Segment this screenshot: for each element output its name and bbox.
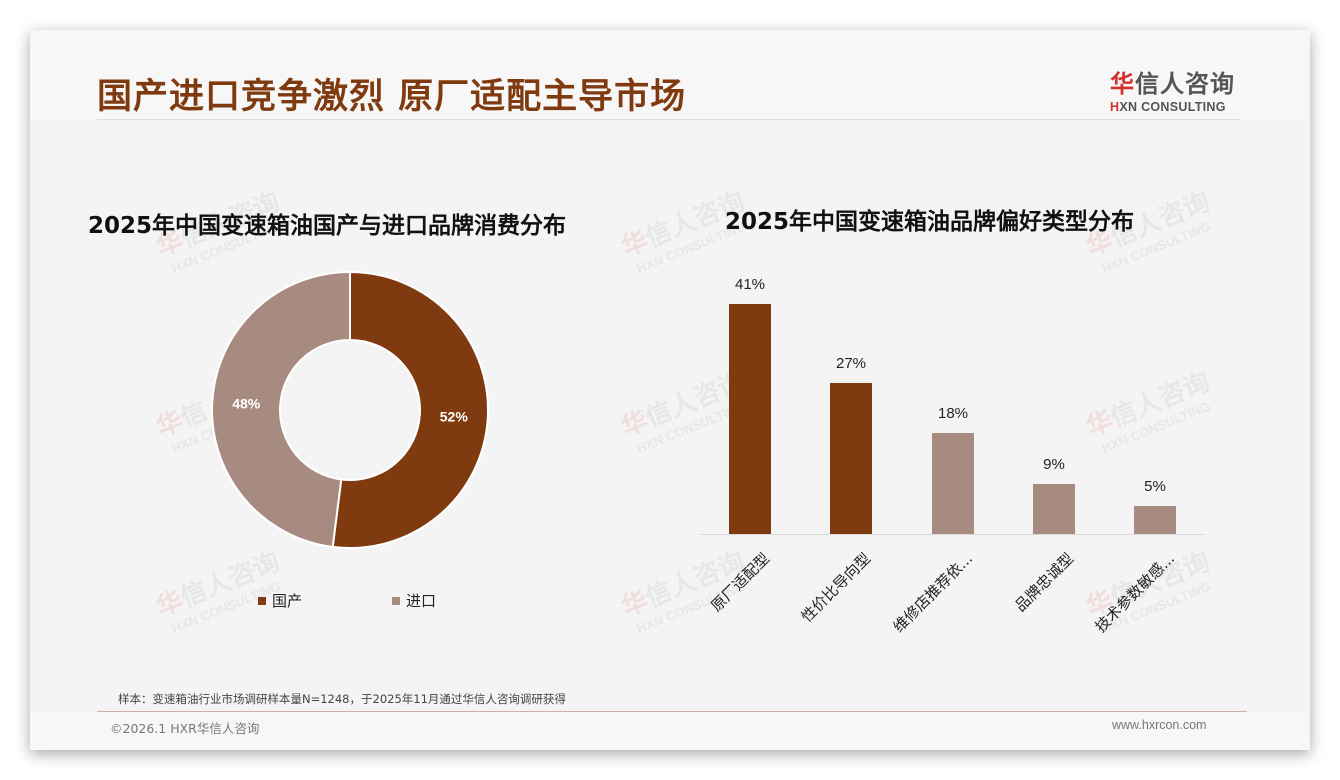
- donut-slice-label: 52%: [440, 409, 469, 425]
- donut-chart: 52% 48%: [211, 270, 489, 549]
- bar-chart-baseline: [700, 534, 1205, 535]
- logo-cn-first: 华: [1110, 70, 1135, 98]
- legend-swatch-imported: [392, 596, 400, 605]
- donut-slice-domestic: [331, 270, 489, 549]
- x-axis-label: 品牌忠诚型: [1011, 549, 1078, 616]
- brand-logo: 华信人咨询 HXN CONSULTING: [1110, 64, 1260, 114]
- legend-label-domestic: 国产: [272, 592, 303, 610]
- bar: [830, 382, 872, 534]
- bar: [1134, 505, 1176, 534]
- donut-slice-label: 48%: [232, 395, 261, 411]
- header-band: [30, 30, 1310, 120]
- bar-value-label: 41%: [734, 276, 766, 293]
- bar-value-label: 5%: [1144, 477, 1166, 495]
- donut-slice-imported: [211, 270, 351, 549]
- website-link[interactable]: www.hxrcon.com: [1112, 718, 1207, 732]
- logo-cn: 华信人咨询: [1110, 64, 1260, 99]
- legend-item-imported: 进口: [392, 590, 436, 611]
- donut-chart-title: 2025年中国变速箱油国产与进口品牌消费分布: [88, 213, 567, 239]
- x-axis-label: 原厂适配型: [707, 549, 774, 616]
- bar-value-label: 27%: [835, 354, 867, 372]
- logo-en: HXN CONSULTING: [1110, 100, 1260, 114]
- legend-swatch-domestic: [258, 596, 266, 605]
- bar: [1033, 483, 1075, 534]
- bar-chart-title: 2025年中国变速箱油品牌偏好类型分布: [725, 209, 1135, 235]
- footer-band: [30, 712, 1310, 750]
- bar: [932, 433, 974, 534]
- legend-item-domestic: 国产: [258, 590, 302, 611]
- footer-divider: [97, 711, 1247, 712]
- bar-value-label: 18%: [937, 405, 969, 423]
- bar-value-label: 9%: [1043, 455, 1065, 473]
- slide: 国产进口竞争激烈 原厂适配主导市场 华信人咨询 HXN CONSULTING 华…: [30, 30, 1310, 750]
- logo-en-rest: XN CONSULTING: [1119, 100, 1226, 114]
- logo-en-first: H: [1110, 100, 1120, 114]
- legend-label-imported: 进口: [406, 592, 437, 610]
- bar: [729, 304, 771, 534]
- page-title: 国产进口竞争激烈 原厂适配主导市场: [97, 77, 687, 117]
- x-axis-label: 性价比导向型: [797, 549, 875, 626]
- copyright: ©2026.1 HXR华信人咨询: [110, 721, 260, 736]
- sample-note: 样本：变速箱油行业市场调研样本量N=1248，于2025年11月通过华信人咨询调…: [118, 692, 566, 706]
- x-axis-label: 技术参数敏感...: [1091, 549, 1179, 636]
- logo-cn-rest: 信人咨询: [1135, 70, 1235, 98]
- header-divider: [97, 119, 1240, 120]
- x-axis-label: 维修店推荐依...: [889, 549, 977, 636]
